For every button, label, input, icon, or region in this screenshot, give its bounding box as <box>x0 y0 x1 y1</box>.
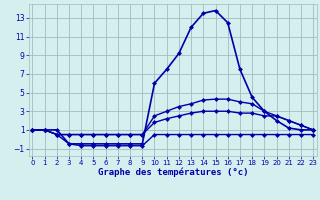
X-axis label: Graphe des températures (°c): Graphe des températures (°c) <box>98 168 248 177</box>
